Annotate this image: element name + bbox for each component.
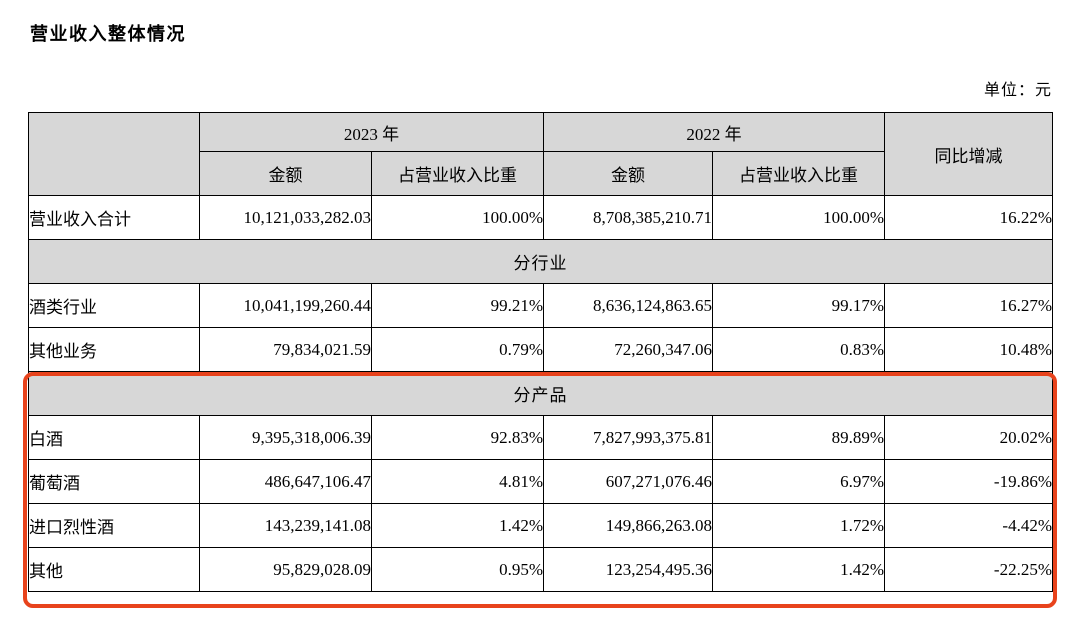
value-cell: 79,834,021.59 — [199, 327, 372, 372]
page-title: 营业收入整体情况 — [30, 24, 186, 44]
row-label-cell: 其他业务 — [28, 327, 200, 372]
value-cell: 7,827,993,375.81 — [543, 415, 713, 460]
value-cell: 6.97% — [712, 459, 885, 504]
value-cell: 16.22% — [884, 195, 1053, 240]
table-row: 进口烈性酒 143,239,141.08 1.42% 149,866,263.08 1.… — [28, 503, 1053, 548]
value-cell: 99.21% — [371, 283, 544, 328]
section-row: 分产品 — [28, 371, 1053, 416]
section-label-cell: 分行业 — [28, 239, 1053, 284]
header-cell-amount-2023: 金额 — [199, 151, 372, 196]
row-label-cell: 酒类行业 — [28, 283, 200, 328]
value-cell: 607,271,076.46 — [543, 459, 713, 504]
value-cell: 100.00% — [712, 195, 885, 240]
value-cell: 9,395,318,006.39 — [199, 415, 372, 460]
value-cell: 143,239,141.08 — [199, 503, 372, 548]
value-cell: 0.83% — [712, 327, 885, 372]
value-cell: 92.83% — [371, 415, 544, 460]
row-label-cell: 营业收入合计 — [28, 195, 200, 240]
row-label-cell: 进口烈性酒 — [28, 503, 200, 548]
table-row: 营业收入合计 10,121,033,282.03 100.00% 8,708,385,… — [28, 195, 1053, 240]
value-cell: 4.81% — [371, 459, 544, 504]
revenue-table: 2023 年 2022 年 同比增减 金额 占营业收入比重 金额 占营业收入比重… — [28, 112, 1053, 592]
header-row-metrics: 金额 占营业收入比重 金额 占营业收入比重 — [29, 151, 1053, 196]
value-cell: 100.00% — [371, 195, 544, 240]
revenue-table-header: 2023 年 2022 年 同比增减 金额 占营业收入比重 金额 占营业收入比重 — [28, 112, 1053, 196]
header-cell-amount-2022: 金额 — [543, 151, 713, 196]
header-cell-year-2022: 2022 年 — [543, 112, 885, 152]
value-cell: 20.02% — [884, 415, 1053, 460]
value-cell: -4.42% — [884, 503, 1053, 548]
header-cell-yoy-change: 同比增减 — [884, 112, 1053, 196]
value-cell: 1.72% — [712, 503, 885, 548]
table-row: 酒类行业 10,041,199,260.44 99.21% 8,636,124,863… — [28, 283, 1053, 328]
value-cell: 10.48% — [884, 327, 1053, 372]
value-cell: 149,866,263.08 — [543, 503, 713, 548]
value-cell: 10,041,199,260.44 — [199, 283, 372, 328]
table-row: 其他 95,829,028.09 0.95% 123,254,495.36 1.42% -… — [28, 547, 1053, 592]
unit-note: 单位：元 — [983, 82, 1052, 99]
value-cell: 72,260,347.06 — [543, 327, 713, 372]
value-cell: 99.17% — [712, 283, 885, 328]
value-cell: 95,829,028.09 — [199, 547, 372, 592]
value-cell: 1.42% — [712, 547, 885, 592]
header-corner-cell — [28, 112, 200, 196]
value-cell: -22.25% — [884, 547, 1053, 592]
header-cell-share-2023: 占营业收入比重 — [371, 151, 544, 196]
value-cell: 16.27% — [884, 283, 1053, 328]
value-cell: 8,636,124,863.65 — [543, 283, 713, 328]
table-row: 葡萄酒 486,647,106.47 4.81% 607,271,076.46 6.97… — [28, 459, 1053, 504]
section-row: 分行业 — [28, 239, 1053, 284]
value-cell: -19.86% — [884, 459, 1053, 504]
header-row-years: 2023 年 2022 年 同比增减 — [28, 112, 1053, 196]
table-row: 其他业务 79,834,021.59 0.79% 72,260,347.06 0.83%… — [28, 327, 1053, 372]
revenue-table-body: 营业收入合计 10,121,033,282.03 100.00% 8,708,385,… — [28, 195, 1053, 592]
value-cell: 0.79% — [371, 327, 544, 372]
value-cell: 0.95% — [371, 547, 544, 592]
header-cell-year-2023: 2023 年 — [199, 112, 544, 152]
row-label-cell: 白酒 — [28, 415, 200, 460]
value-cell: 1.42% — [371, 503, 544, 548]
value-cell: 89.89% — [712, 415, 885, 460]
value-cell: 123,254,495.36 — [543, 547, 713, 592]
value-cell: 486,647,106.47 — [199, 459, 372, 504]
table-row: 白酒 9,395,318,006.39 92.83% 7,827,993,375.81… — [28, 415, 1053, 460]
row-label-cell: 其他 — [28, 547, 200, 592]
value-cell: 8,708,385,210.71 — [543, 195, 713, 240]
value-cell: 10,121,033,282.03 — [199, 195, 372, 240]
section-label-cell: 分产品 — [28, 371, 1053, 416]
row-label-cell: 葡萄酒 — [28, 459, 200, 504]
header-cell-share-2022: 占营业收入比重 — [712, 151, 885, 196]
